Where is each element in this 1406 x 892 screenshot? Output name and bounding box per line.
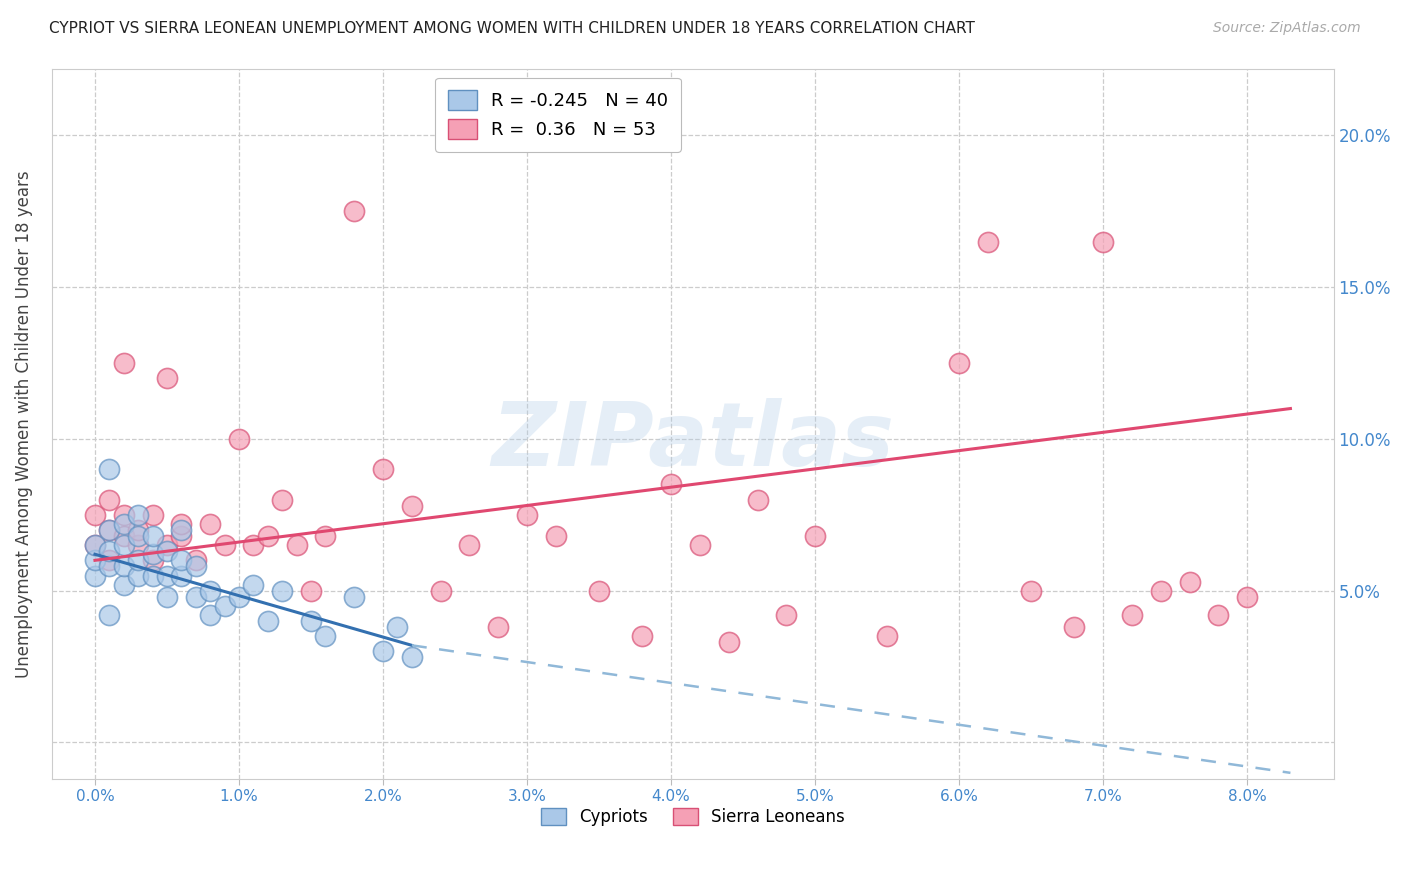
Point: [142, 508, 165, 522]
Point: [387, 620, 409, 634]
Point: [98, 523, 121, 537]
Point: [112, 538, 135, 552]
Point: [84, 538, 107, 552]
Point: [127, 523, 149, 537]
Point: [142, 568, 165, 582]
Point: [98, 559, 121, 574]
Point: [401, 499, 423, 513]
Point: [84, 568, 107, 582]
Point: [271, 583, 294, 598]
Point: [156, 538, 179, 552]
Point: [127, 568, 149, 582]
Point: [689, 538, 711, 552]
Point: [98, 523, 121, 537]
Point: [314, 529, 336, 543]
Point: [98, 607, 121, 622]
Point: [98, 544, 121, 558]
Point: [1208, 607, 1230, 622]
Point: [486, 620, 509, 634]
Text: Source: ZipAtlas.com: Source: ZipAtlas.com: [1213, 21, 1361, 36]
Point: [948, 356, 970, 370]
Point: [184, 590, 207, 604]
Point: [371, 644, 394, 658]
Point: [198, 607, 221, 622]
Point: [775, 607, 797, 622]
Point: [429, 583, 451, 598]
Point: [156, 371, 179, 385]
Point: [1236, 590, 1258, 604]
Point: [544, 529, 567, 543]
Point: [343, 590, 366, 604]
Point: [299, 614, 322, 628]
Point: [127, 553, 149, 567]
Point: [170, 516, 193, 531]
Point: [184, 553, 207, 567]
Point: [156, 590, 179, 604]
Point: [1063, 620, 1085, 634]
Point: [228, 590, 250, 604]
Point: [142, 553, 165, 567]
Point: [343, 204, 366, 219]
Point: [659, 477, 682, 491]
Point: [314, 629, 336, 643]
Point: [127, 538, 149, 552]
Point: [228, 432, 250, 446]
Y-axis label: Unemployment Among Women with Children Under 18 years: Unemployment Among Women with Children U…: [15, 169, 32, 678]
Point: [127, 529, 149, 543]
Point: [299, 583, 322, 598]
Point: [1150, 583, 1173, 598]
Point: [588, 583, 610, 598]
Point: [631, 629, 654, 643]
Point: [371, 462, 394, 476]
Point: [156, 544, 179, 558]
Point: [516, 508, 538, 522]
Point: [198, 583, 221, 598]
Point: [184, 559, 207, 574]
Text: CYPRIOT VS SIERRA LEONEAN UNEMPLOYMENT AMONG WOMEN WITH CHILDREN UNDER 18 YEARS : CYPRIOT VS SIERRA LEONEAN UNEMPLOYMENT A…: [49, 21, 976, 37]
Point: [1092, 235, 1115, 249]
Point: [198, 516, 221, 531]
Point: [98, 462, 121, 476]
Point: [401, 650, 423, 665]
Point: [242, 577, 264, 591]
Point: [458, 538, 481, 552]
Point: [142, 529, 165, 543]
Point: [112, 559, 135, 574]
Point: [170, 523, 193, 537]
Point: [84, 508, 107, 522]
Text: ZIPatlas: ZIPatlas: [491, 398, 894, 485]
Point: [170, 529, 193, 543]
Point: [1121, 607, 1143, 622]
Point: [256, 529, 278, 543]
Legend: Cypriots, Sierra Leoneans: Cypriots, Sierra Leoneans: [533, 800, 853, 835]
Point: [1019, 583, 1042, 598]
Point: [271, 492, 294, 507]
Point: [84, 538, 107, 552]
Point: [804, 529, 827, 543]
Point: [1178, 574, 1201, 589]
Point: [717, 635, 740, 649]
Point: [170, 568, 193, 582]
Point: [977, 235, 1000, 249]
Point: [214, 538, 236, 552]
Point: [112, 529, 135, 543]
Point: [170, 553, 193, 567]
Point: [156, 568, 179, 582]
Point: [127, 508, 149, 522]
Point: [285, 538, 308, 552]
Point: [112, 577, 135, 591]
Point: [142, 547, 165, 561]
Point: [214, 599, 236, 613]
Point: [112, 356, 135, 370]
Point: [876, 629, 898, 643]
Point: [747, 492, 769, 507]
Point: [112, 516, 135, 531]
Point: [98, 492, 121, 507]
Point: [98, 553, 121, 567]
Point: [112, 508, 135, 522]
Point: [84, 553, 107, 567]
Point: [242, 538, 264, 552]
Point: [256, 614, 278, 628]
